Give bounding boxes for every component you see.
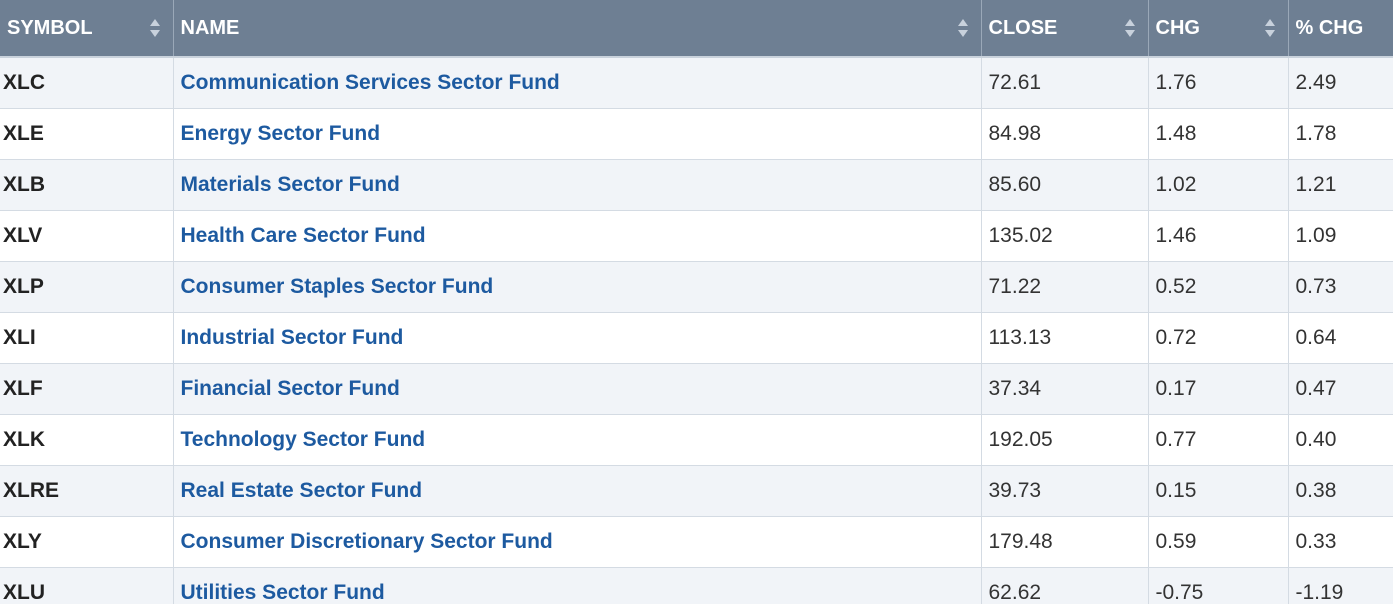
table-row: XLP Consumer Staples Sector Fund 71.22 0.52… <box>0 261 1393 313</box>
sort-arrows-icon[interactable] <box>1124 17 1136 39</box>
fund-link[interactable]: Consumer Discretionary Sector Fund <box>180 530 553 553</box>
name-cell: Consumer Staples Sector Fund <box>172 261 981 313</box>
name-cell: Technology Sector Fund <box>172 414 981 466</box>
column-header-close[interactable]: CLOSE <box>980 0 1148 57</box>
pct-chg-cell: 0.64 <box>1287 312 1393 364</box>
symbol-cell: XLK <box>0 414 173 466</box>
close-cell: 179.48 <box>980 516 1148 568</box>
close-cell: 39.73 <box>980 465 1148 517</box>
table-row: XLC Communication Services Sector Fund 72.… <box>0 57 1393 109</box>
table-row: XLV Health Care Sector Fund 135.02 1.46 1.09 <box>0 210 1393 262</box>
pct-chg-cell: 0.40 <box>1287 414 1393 466</box>
column-header-symbol[interactable]: SYMBOL <box>0 0 173 57</box>
chg-cell: 1.02 <box>1147 159 1288 211</box>
pct-chg-cell: 0.33 <box>1287 516 1393 568</box>
symbol-cell: XLV <box>0 210 173 262</box>
table-row: XLE Energy Sector Fund 84.98 1.48 1.78 <box>0 108 1393 160</box>
table-row: XLRE Real Estate Sector Fund 39.73 0.15 0.38 <box>0 465 1393 517</box>
column-header-label: CHG <box>1155 16 1200 39</box>
chg-cell: 0.15 <box>1147 465 1288 517</box>
column-header-label: CLOSE <box>988 16 1058 39</box>
symbol-cell: XLP <box>0 261 173 313</box>
table-row: XLU Utilities Sector Fund 62.62 -0.75 -1.19 <box>0 567 1393 604</box>
close-cell: 192.05 <box>980 414 1148 466</box>
symbol-cell: XLRE <box>0 465 173 517</box>
name-cell: Communication Services Sector Fund <box>172 57 981 109</box>
sort-arrows-icon[interactable] <box>149 17 161 39</box>
pct-chg-cell: 0.38 <box>1287 465 1393 517</box>
sort-arrows-icon[interactable] <box>957 17 969 39</box>
fund-link[interactable]: Energy Sector Fund <box>180 122 381 145</box>
name-cell: Consumer Discretionary Sector Fund <box>172 516 981 568</box>
table-body: XLC Communication Services Sector Fund 72.… <box>0 57 1393 604</box>
chg-cell: 1.48 <box>1147 108 1288 160</box>
pct-chg-cell: 1.78 <box>1287 108 1393 160</box>
close-cell: 72.61 <box>980 57 1148 109</box>
table-header: SYMBOL NAME CLOSE CHG <box>0 0 1393 57</box>
table-row: XLK Technology Sector Fund 192.05 0.77 0.40 <box>0 414 1393 466</box>
column-header-label: SYMBOL <box>7 16 93 39</box>
fund-link[interactable]: Utilities Sector Fund <box>180 581 385 604</box>
symbol-cell: XLE <box>0 108 173 160</box>
close-cell: 71.22 <box>980 261 1148 313</box>
fund-link[interactable]: Real Estate Sector Fund <box>180 479 423 502</box>
symbol-cell: XLU <box>0 567 173 604</box>
chg-cell: -0.75 <box>1147 567 1288 604</box>
close-cell: 85.60 <box>980 159 1148 211</box>
pct-chg-cell: -1.19 <box>1287 567 1393 604</box>
pct-chg-cell: 1.21 <box>1287 159 1393 211</box>
column-header-name[interactable]: NAME <box>172 0 981 57</box>
fund-link[interactable]: Communication Services Sector Fund <box>180 71 560 94</box>
column-header-label: NAME <box>180 16 240 39</box>
symbol-cell: XLC <box>0 57 173 109</box>
pct-chg-cell: 1.09 <box>1287 210 1393 262</box>
chg-cell: 0.72 <box>1147 312 1288 364</box>
pct-chg-cell: 2.49 <box>1287 57 1393 109</box>
name-cell: Materials Sector Fund <box>172 159 981 211</box>
name-cell: Real Estate Sector Fund <box>172 465 981 517</box>
close-cell: 37.34 <box>980 363 1148 415</box>
chg-cell: 1.76 <box>1147 57 1288 109</box>
table-row: XLI Industrial Sector Fund 113.13 0.72 0.64 <box>0 312 1393 364</box>
column-header-pct-chg[interactable]: % CHG <box>1287 0 1393 57</box>
table-row: XLY Consumer Discretionary Sector Fund 179… <box>0 516 1393 568</box>
column-header-label: % CHG <box>1295 16 1364 39</box>
pct-chg-cell: 0.73 <box>1287 261 1393 313</box>
symbol-cell: XLF <box>0 363 173 415</box>
name-cell: Health Care Sector Fund <box>172 210 981 262</box>
chg-cell: 1.46 <box>1147 210 1288 262</box>
fund-link[interactable]: Financial Sector Fund <box>180 377 400 400</box>
pct-chg-cell: 0.47 <box>1287 363 1393 415</box>
fund-link[interactable]: Technology Sector Fund <box>180 428 426 451</box>
close-cell: 84.98 <box>980 108 1148 160</box>
name-cell: Industrial Sector Fund <box>172 312 981 364</box>
close-cell: 135.02 <box>980 210 1148 262</box>
chg-cell: 0.59 <box>1147 516 1288 568</box>
column-header-chg[interactable]: CHG <box>1147 0 1288 57</box>
fund-link[interactable]: Consumer Staples Sector Fund <box>180 275 494 298</box>
chg-cell: 0.52 <box>1147 261 1288 313</box>
symbol-cell: XLB <box>0 159 173 211</box>
fund-link[interactable]: Health Care Sector Fund <box>180 224 426 247</box>
fund-link[interactable]: Industrial Sector Fund <box>180 326 404 349</box>
name-cell: Financial Sector Fund <box>172 363 981 415</box>
table-row: XLF Financial Sector Fund 37.34 0.17 0.47 <box>0 363 1393 415</box>
fund-link[interactable]: Materials Sector Fund <box>180 173 400 196</box>
name-cell: Utilities Sector Fund <box>172 567 981 604</box>
close-cell: 62.62 <box>980 567 1148 604</box>
name-cell: Energy Sector Fund <box>172 108 981 160</box>
sort-arrows-icon[interactable] <box>1264 17 1276 39</box>
chg-cell: 0.17 <box>1147 363 1288 415</box>
symbol-cell: XLI <box>0 312 173 364</box>
symbol-cell: XLY <box>0 516 173 568</box>
chg-cell: 0.77 <box>1147 414 1288 466</box>
table-row: XLB Materials Sector Fund 85.60 1.02 1.21 <box>0 159 1393 211</box>
close-cell: 113.13 <box>980 312 1148 364</box>
